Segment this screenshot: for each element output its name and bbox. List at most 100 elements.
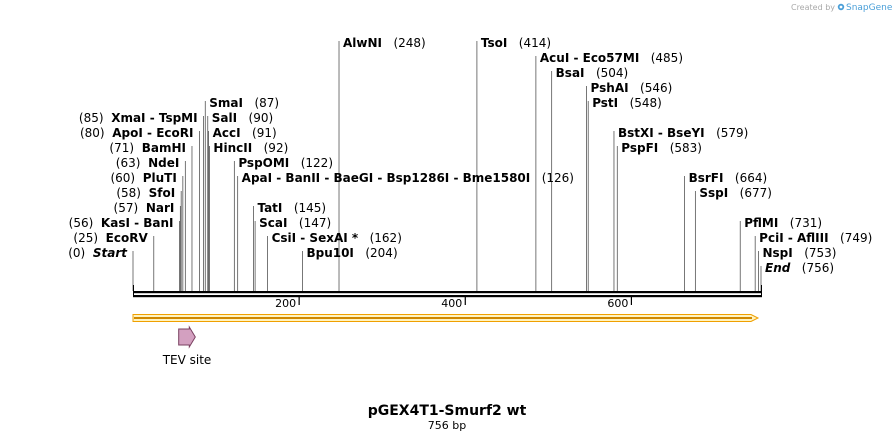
site-start[interactable]: (0) Start [68,246,128,260]
site-pshai[interactable]: PshAI (546) [591,81,673,95]
site-leader-lines [132,41,762,291]
feature-track[interactable] [132,314,760,322]
site-label[interactable]: ApaI - BanII - BaeGI - Bsp1286I - Bme158… [242,171,574,185]
site-spacer [728,186,739,200]
site-enzyme: EcoRV [106,231,149,245]
site-label[interactable]: AcuI - Eco57MI (485) [540,51,683,65]
site-enzyme: BsrFI [689,171,724,185]
site-position: (677) [740,186,772,200]
site-label[interactable]: CsiI - SexAI * (162) [272,231,402,245]
sequence-name: pGEX4T1-Smurf2 wt [368,403,527,419]
features-layer: TEV site [162,325,212,367]
site-enzyme: BstXI - BseYI [618,126,705,140]
site-spacer [135,171,143,185]
site-position: (546) [640,81,672,95]
site-hincii[interactable]: HincII (92) [213,141,288,155]
site-spacer [507,36,518,50]
site-label[interactable]: SspI (677) [699,186,772,200]
site-enzyme: AcuI - Eco57MI [540,51,639,65]
site-pspomi[interactable]: PspOMI (122) [238,156,333,170]
site-nspi[interactable]: NspI (753) [763,246,837,260]
site-bsrfi[interactable]: BsrFI (664) [689,171,768,185]
site-label[interactable]: BsaI (504) [556,66,629,80]
site-label[interactable]: PspFI (583) [621,141,702,155]
site-spacer [243,96,254,110]
site-end[interactable]: End (756) [765,261,834,275]
site-label[interactable]: (63) NdeI [116,156,180,170]
site-psti[interactable]: PstI (548) [592,96,662,110]
backbone-bottom-strand [133,295,762,298]
site-label[interactable]: (71) BamHI [109,141,186,155]
site-label[interactable]: End (756) [765,261,834,275]
site-enzyme: ApaI - BanII - BaeGI - Bsp1286I - Bme158… [242,171,531,185]
snapgene-brand-name: SnapGene [846,3,893,13]
site-sspi[interactable]: SspI (677) [699,186,772,200]
site-spacer [382,36,393,50]
site-pflmi[interactable]: PflMI (731) [744,216,822,230]
site-label[interactable]: (56) KasI - BanI [69,216,174,230]
site-label[interactable]: (60) PluTI [110,171,176,185]
site-pluti[interactable]: (60) PluTI [110,171,176,185]
site-apoi-ecori[interactable]: (80) ApoI - EcoRI [80,126,193,140]
site-alwni[interactable]: AlwNI (248) [343,36,426,50]
site-label[interactable]: (0) Start [68,246,128,260]
site-label[interactable]: (25) EcoRV [73,231,148,245]
site-label[interactable]: NspI (753) [763,246,837,260]
site-label[interactable]: AccI (91) [213,126,277,140]
site-bstxi-bseyi[interactable]: BstXI - BseYI (579) [618,126,748,140]
site-label[interactable]: PshAI (546) [591,81,673,95]
site-tati[interactable]: TatI (145) [257,201,326,215]
site-spacer [829,231,840,245]
site-position: (85) [79,111,104,125]
site-csii-sexai[interactable]: CsiI - SexAI * (162) [272,231,402,245]
site-pspfi[interactable]: PspFI (583) [621,141,702,155]
site-label[interactable]: BstXI - BseYI (579) [618,126,748,140]
site-bpu10i[interactable]: Bpu10I (204) [306,246,397,260]
site-label[interactable]: SalI (90) [212,111,273,125]
feature-tev-site[interactable]: TEV site [162,325,212,367]
site-apai-banii-baegi-bsp1286i-bme1580i[interactable]: ApaI - BanII - BaeGI - Bsp1286I - Bme158… [242,171,574,185]
feature-arrow-icon[interactable] [178,325,196,349]
site-label[interactable]: AlwNI (248) [343,36,426,50]
site-label[interactable]: (57) NarI [114,201,175,215]
site-xmai-tspmi[interactable]: (85) XmaI - TspMI [79,111,198,125]
site-spacer [105,126,113,140]
site-position: (57) [114,201,139,215]
site-label[interactable]: SmaI (87) [209,96,279,110]
site-label[interactable]: ScaI (147) [259,216,331,230]
site-label[interactable]: TatI (145) [257,201,326,215]
site-label[interactable]: TsoI (414) [481,36,551,50]
site-label[interactable]: HincII (92) [213,141,288,155]
site-bamhi[interactable]: (71) BamHI [109,141,186,155]
site-label[interactable]: PflMI (731) [744,216,822,230]
site-spacer [778,216,789,230]
site-ndei[interactable]: (63) NdeI [116,156,180,170]
site-label[interactable]: PstI (548) [592,96,662,110]
site-label[interactable]: BsrFI (664) [689,171,768,185]
site-nari[interactable]: (57) NarI [114,201,175,215]
site-sali[interactable]: SalI (90) [212,111,273,125]
site-tsoi[interactable]: TsoI (414) [481,36,551,50]
site-pcii-afliii[interactable]: PciI - AflIII (749) [759,231,872,245]
site-scai[interactable]: ScaI (147) [259,216,331,230]
site-spacer [639,51,650,65]
site-label[interactable]: PspOMI (122) [238,156,333,170]
site-spacer [289,156,300,170]
site-smai[interactable]: SmaI (87) [209,96,279,110]
site-acui-eco57mi[interactable]: AcuI - Eco57MI (485) [540,51,683,65]
site-acci[interactable]: AccI (91) [213,126,277,140]
site-kasi-bani[interactable]: (56) KasI - BanI [69,216,174,230]
site-enzyme: Start [93,246,128,260]
site-bsai[interactable]: BsaI (504) [556,66,629,80]
site-ecorv[interactable]: (25) EcoRV [73,231,148,245]
site-position: (147) [299,216,331,230]
site-label[interactable]: (85) XmaI - TspMI [79,111,198,125]
site-label[interactable]: PciI - AflIII (749) [759,231,872,245]
site-label[interactable]: (58) SfoI [116,186,175,200]
site-label[interactable]: Bpu10I (204) [306,246,397,260]
site-sfoi[interactable]: (58) SfoI [116,186,175,200]
site-position: (71) [109,141,134,155]
site-spacer [530,171,541,185]
site-label[interactable]: (80) ApoI - EcoRI [80,126,193,140]
